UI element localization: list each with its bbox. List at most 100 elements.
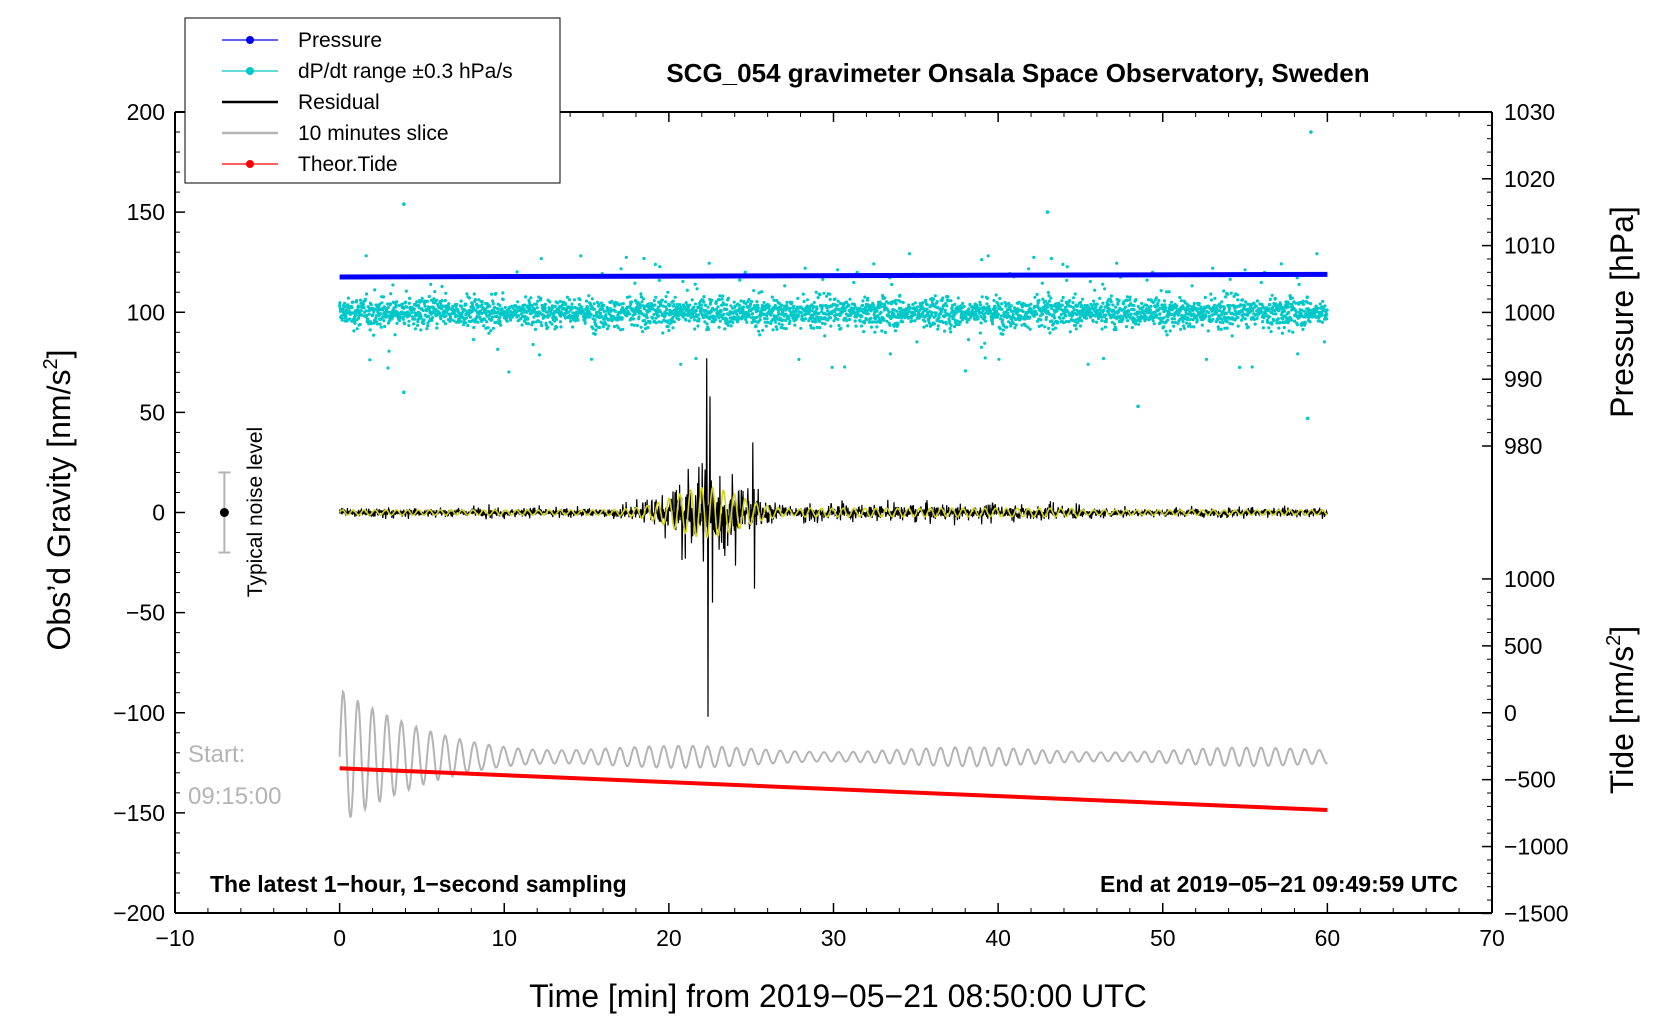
dpdt-point (667, 328, 671, 333)
dpdt-point (514, 313, 518, 317)
dpdt-point (1138, 319, 1142, 323)
dpdt-point (462, 308, 467, 312)
dpdt-point (977, 310, 982, 314)
dpdt-point (529, 311, 534, 315)
dpdt-point (985, 302, 989, 306)
dpdt-point (350, 306, 354, 310)
dpdt-point (1189, 325, 1193, 329)
dpdt-point (1240, 310, 1244, 314)
dpdt-point (374, 316, 378, 320)
legend-label: 10 minutes slice (298, 122, 449, 145)
dpdt-point (1215, 310, 1219, 314)
dpdt-point (443, 299, 447, 303)
dpdt-point (1151, 319, 1155, 323)
dpdt-point (1171, 320, 1175, 324)
dpdt-point (1009, 304, 1013, 308)
dpdt-point (936, 324, 940, 328)
dpdt-point (1186, 307, 1190, 311)
dpdt-point (387, 319, 391, 323)
dpdt-point (1124, 325, 1129, 329)
dpdt-point (702, 300, 706, 304)
dpdt-point (945, 304, 949, 308)
dpdt-point (879, 305, 883, 309)
dpdt-point (627, 312, 632, 316)
dpdt-point (1109, 294, 1113, 298)
dpdt-point (1217, 327, 1221, 331)
dpdt-point (1046, 290, 1050, 295)
dpdt-point (720, 297, 724, 301)
dpdt-point (1142, 312, 1146, 316)
dpdt-point (477, 298, 481, 302)
dpdt-point (836, 317, 840, 321)
dpdt-point (657, 320, 661, 324)
dpdt-point (1261, 320, 1265, 324)
dpdt-point (941, 296, 945, 300)
dpdt-point (1262, 316, 1266, 320)
dpdt-point (693, 327, 697, 331)
dpdt-point (1204, 314, 1208, 318)
dpdt-point (763, 316, 767, 321)
dpdt-point (685, 288, 689, 292)
dpdt-point (412, 307, 416, 311)
dpdt-point (892, 312, 896, 316)
dpdt-point (738, 278, 742, 282)
dpdt-point (796, 296, 800, 300)
dpdt-point (756, 309, 760, 313)
dpdt-point (814, 290, 818, 294)
dpdt-point (958, 320, 962, 324)
dpdt-point (1152, 322, 1156, 326)
dpdt-point (1154, 296, 1158, 300)
dpdt-point (522, 307, 526, 311)
dpdt-point (1301, 302, 1306, 306)
dpdt-point (702, 295, 706, 299)
dpdt-point (659, 320, 664, 324)
dpdt-point (425, 299, 429, 303)
dpdt-point (1124, 315, 1128, 320)
dpdt-point (1278, 307, 1283, 311)
dpdt-point (472, 325, 476, 330)
dpdt-point (706, 305, 710, 309)
dpdt-point (369, 303, 373, 307)
dpdt-point (490, 315, 495, 319)
dpdt-point (913, 319, 917, 323)
dpdt-point (488, 304, 492, 308)
dpdt-point (803, 317, 808, 321)
dpdt-point (1061, 316, 1065, 320)
legend-marker (246, 67, 254, 75)
dpdt-point (358, 298, 363, 302)
dpdt-point (1064, 319, 1068, 324)
dpdt-point (961, 301, 965, 305)
dpdt-point (597, 325, 602, 330)
dpdt-point (834, 307, 838, 311)
dpdt-point (1062, 321, 1066, 325)
dpdt-point (372, 310, 376, 314)
dpdt-point (1213, 303, 1217, 307)
dpdt-point (818, 293, 822, 297)
dpdt-point (1197, 302, 1201, 306)
dpdt-point (822, 291, 826, 295)
dpdt-point (919, 314, 923, 318)
dpdt-point (951, 316, 956, 320)
dpdt-point (569, 319, 573, 323)
dpdt-point (1227, 309, 1231, 314)
dpdt-point (811, 319, 815, 323)
dpdt-point (436, 302, 440, 306)
dpdt-point (592, 302, 596, 306)
dpdt-point (888, 323, 892, 327)
dpdt-point (536, 299, 540, 303)
dpdt-point (828, 292, 832, 296)
dpdt-point (620, 316, 624, 320)
pressure-tick-label: 1020 (1504, 166, 1555, 192)
dpdt-point (952, 313, 956, 317)
dpdt-point (395, 321, 399, 325)
dpdt-point (1217, 309, 1222, 313)
dpdt-point (1294, 310, 1298, 314)
dpdt-point (1129, 303, 1134, 307)
dpdt-point (380, 301, 384, 305)
dpdt-point (722, 312, 726, 316)
dpdt-point (624, 255, 628, 259)
dpdt-point (610, 299, 614, 303)
dpdt-point (901, 320, 905, 324)
dpdt-point (1100, 319, 1104, 323)
dpdt-point (1225, 326, 1229, 330)
